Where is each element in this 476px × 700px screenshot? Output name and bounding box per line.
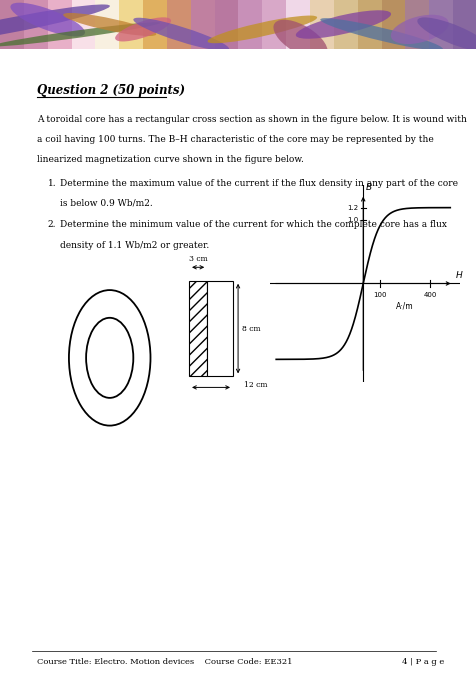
- Text: Determine the maximum value of the current if the flux density in any part of th: Determine the maximum value of the curre…: [60, 178, 457, 188]
- Bar: [405, 0, 428, 49]
- Ellipse shape: [273, 20, 327, 59]
- Bar: [309, 0, 333, 49]
- Ellipse shape: [133, 18, 228, 51]
- Text: 8 cm: 8 cm: [242, 325, 260, 332]
- Bar: [452, 0, 476, 49]
- Bar: [188, 281, 207, 377]
- Text: A toroidal core has a rectangular cross section as shown in the figure below. It: A toroidal core has a rectangular cross …: [37, 115, 466, 123]
- Ellipse shape: [0, 4, 109, 45]
- Text: is below 0.9 Wb/m2.: is below 0.9 Wb/m2.: [60, 199, 153, 208]
- Text: linearized magnetization curve shown in the figure below.: linearized magnetization curve shown in …: [37, 155, 303, 164]
- Bar: [262, 0, 286, 49]
- Bar: [286, 0, 309, 49]
- Ellipse shape: [416, 18, 476, 51]
- Text: a coil having 100 turns. The B–H characteristic of the core may be represented b: a coil having 100 turns. The B–H charact…: [37, 135, 433, 143]
- Text: 2.: 2.: [48, 220, 56, 230]
- Bar: [0, 0, 24, 49]
- Ellipse shape: [10, 3, 85, 36]
- Text: A·/m: A·/m: [396, 301, 413, 310]
- Text: Question 2 (50 points): Question 2 (50 points): [37, 84, 184, 97]
- Bar: [238, 0, 262, 49]
- Text: B: B: [366, 183, 372, 192]
- Ellipse shape: [207, 15, 317, 43]
- Ellipse shape: [0, 22, 160, 46]
- Bar: [333, 0, 357, 49]
- Text: Course Title: Electro. Motion devices    Course Code: EE321: Course Title: Electro. Motion devices Co…: [37, 659, 292, 666]
- Text: Determine the minimum value of the current for which the complete core has a flu: Determine the minimum value of the curre…: [60, 220, 446, 230]
- Bar: [48, 0, 71, 49]
- Bar: [119, 0, 143, 49]
- Bar: [207, 281, 232, 377]
- Ellipse shape: [69, 290, 150, 426]
- Bar: [71, 0, 95, 49]
- Text: 1.2: 1.2: [347, 204, 357, 211]
- Text: 1.: 1.: [48, 178, 56, 188]
- Ellipse shape: [390, 15, 448, 44]
- Ellipse shape: [295, 10, 390, 38]
- Text: 4 | P a g e: 4 | P a g e: [401, 659, 443, 666]
- Bar: [428, 0, 452, 49]
- Ellipse shape: [86, 318, 133, 398]
- Text: 12 cm: 12 cm: [243, 381, 267, 389]
- Bar: [214, 0, 238, 49]
- Bar: [167, 0, 190, 49]
- Text: 1.0: 1.0: [346, 217, 357, 223]
- Bar: [190, 0, 214, 49]
- Bar: [95, 0, 119, 49]
- Bar: [24, 0, 48, 49]
- Text: 100: 100: [372, 293, 386, 298]
- Text: density of 1.1 Wb/m2 or greater.: density of 1.1 Wb/m2 or greater.: [60, 241, 209, 250]
- Bar: [143, 0, 167, 49]
- Bar: [381, 0, 405, 49]
- Bar: [357, 0, 381, 49]
- Ellipse shape: [63, 13, 156, 36]
- Ellipse shape: [319, 18, 442, 50]
- Text: 400: 400: [423, 293, 436, 298]
- Text: 3 cm: 3 cm: [188, 255, 207, 263]
- Text: H: H: [455, 271, 462, 280]
- Ellipse shape: [115, 18, 171, 41]
